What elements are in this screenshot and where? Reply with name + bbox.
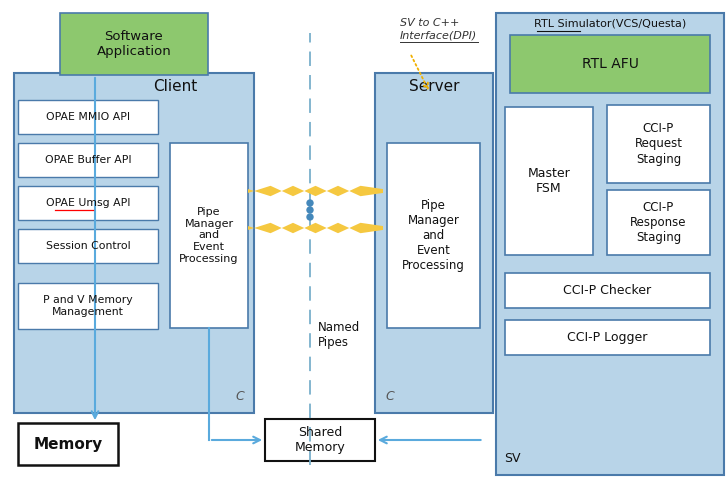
Bar (18, 100, 158, 134)
Text: CCI-P
Request
Staging: CCI-P Request Staging (635, 123, 682, 166)
Text: CCI-P
Response
Staging: CCI-P Response Staging (630, 201, 687, 244)
Text: Client: Client (153, 79, 197, 94)
Bar (18, 423, 118, 465)
Text: SV: SV (504, 452, 521, 465)
Text: CCI-P Checker: CCI-P Checker (563, 284, 652, 297)
Text: OPAE Umsg API: OPAE Umsg API (46, 198, 130, 208)
Circle shape (307, 200, 313, 206)
Text: OPAE MMIO API: OPAE MMIO API (46, 112, 130, 122)
Bar (18, 283, 158, 329)
Text: CCI-P Logger: CCI-P Logger (567, 331, 648, 344)
Bar (18, 229, 158, 263)
Text: C: C (385, 390, 394, 403)
Bar (496, 13, 724, 475)
Bar (18, 186, 158, 220)
Bar (607, 190, 710, 255)
Text: Shared
Memory: Shared Memory (295, 426, 345, 454)
Bar (505, 273, 710, 308)
Bar (505, 320, 710, 355)
Text: RTL Simulator(VCS/Questa): RTL Simulator(VCS/Questa) (534, 19, 686, 29)
Bar (375, 73, 493, 413)
Text: Master
FSM: Master FSM (528, 167, 570, 195)
Polygon shape (248, 223, 383, 233)
Text: Pipe
Manager
and
Event
Processing: Pipe Manager and Event Processing (179, 207, 239, 264)
Text: Pipe
Manager
and
Event
Processing: Pipe Manager and Event Processing (402, 199, 465, 272)
Bar (510, 35, 710, 93)
Bar (60, 13, 208, 75)
Text: OPAE Buffer API: OPAE Buffer API (44, 155, 131, 165)
Bar (387, 143, 480, 328)
Bar (607, 105, 710, 183)
Text: Named
Pipes: Named Pipes (318, 321, 360, 349)
Text: C: C (235, 390, 244, 403)
Circle shape (307, 207, 313, 213)
Bar (265, 419, 375, 461)
Circle shape (307, 214, 313, 220)
Text: Memory: Memory (33, 437, 103, 452)
Text: Interface(DPI): Interface(DPI) (400, 31, 478, 41)
Text: Session Control: Session Control (46, 241, 130, 251)
Polygon shape (248, 186, 383, 196)
Text: Server: Server (408, 79, 459, 94)
Bar (170, 143, 248, 328)
Text: P and V Memory
Management: P and V Memory Management (43, 295, 132, 317)
Text: Software
Application: Software Application (97, 30, 171, 58)
Bar (505, 107, 593, 255)
Bar (18, 143, 158, 177)
Bar (14, 73, 254, 413)
Text: RTL AFU: RTL AFU (582, 57, 638, 71)
Text: SV to C++: SV to C++ (400, 18, 459, 28)
